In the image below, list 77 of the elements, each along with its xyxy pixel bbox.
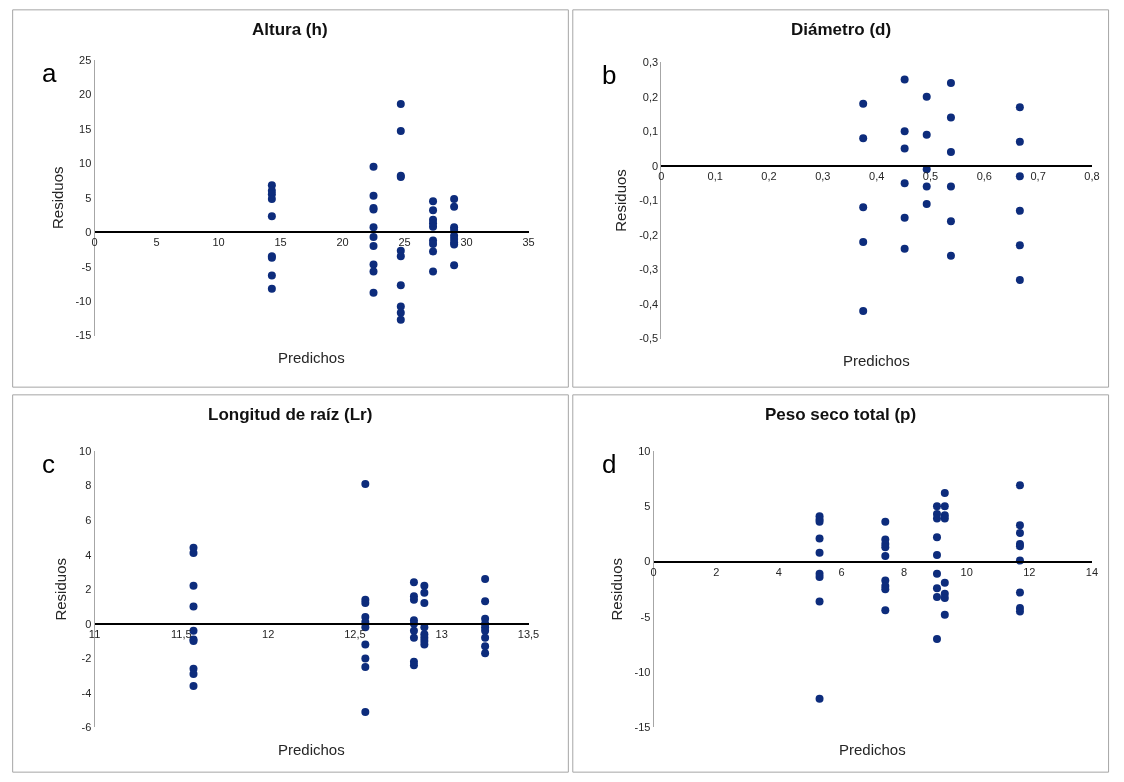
y-tick-label: -10 (634, 666, 651, 679)
x-axis-title: Predichos (843, 352, 910, 369)
y-tick-label: -2 (81, 652, 92, 665)
y-tick-label: 0,2 (642, 90, 659, 103)
y-tick-label: -6 (81, 721, 92, 734)
x-tick-label: 0,1 (707, 170, 723, 183)
y-tick-label: 0 (644, 555, 651, 568)
text: b (602, 60, 617, 90)
y-tick-label: -4 (81, 686, 92, 699)
y-axis-title: Residuos (48, 166, 66, 229)
y-tick-label: 10 (79, 157, 92, 170)
x-tick-label: 4 (775, 565, 782, 578)
y-tick-label: 0,3 (642, 56, 659, 69)
y-tick-label: 8 (85, 479, 92, 492)
text: d (602, 449, 617, 479)
x-tick-label: 35 (522, 236, 535, 249)
y-tick-label: 4 (85, 548, 92, 561)
chart-title: Peso seco total (p) (765, 405, 917, 424)
x-tick-label: 0,2 (761, 170, 777, 183)
y-axis-title: Residuos (52, 558, 70, 621)
y-tick-label: 0 (85, 226, 92, 239)
x-tick-label: 14 (1085, 565, 1099, 578)
y-tick-label: 0 (652, 159, 659, 172)
x-tick-label: 25 (398, 236, 411, 249)
x-tick-label: 2 (713, 565, 720, 578)
x-tick-label: 10 (960, 565, 973, 578)
x-tick-label: 11 (88, 628, 101, 641)
x-tick-label: 15 (274, 236, 287, 249)
x-tick-label: 30 (460, 236, 473, 249)
y-axis-title: Residuos (612, 169, 630, 232)
y-tick-label: 25 (79, 53, 92, 66)
text: c (42, 449, 55, 479)
text: a (42, 58, 57, 88)
x-tick-label: 0,3 (815, 170, 831, 183)
y-tick-label: -0,1 (639, 194, 659, 207)
y-tick-label: -15 (634, 721, 651, 734)
y-tick-label: 6 (85, 514, 92, 527)
y-tick-label: -0,5 (639, 332, 659, 345)
y-tick-label: 5 (85, 191, 92, 204)
y-tick-label: 5 (644, 500, 651, 513)
y-tick-label: 0,1 (642, 125, 659, 138)
x-tick-label: 20 (336, 236, 349, 249)
x-tick-label: 12,5 (344, 628, 366, 641)
y-tick-label: -0,3 (639, 263, 659, 276)
x-axis-title: Predichos (278, 349, 345, 366)
y-tick-label: 10 (638, 444, 651, 457)
y-tick-label: 15 (79, 122, 92, 135)
x-tick-label: 0,7 (1030, 170, 1046, 183)
x-tick-label: 10 (212, 236, 225, 249)
chart-title: Diámetro (d) (791, 20, 892, 39)
x-tick-label: 0,8 (1084, 170, 1100, 183)
x-axis-title: Predichos (278, 741, 345, 758)
y-tick-label: -5 (81, 260, 92, 273)
x-tick-label: 0,6 (976, 170, 992, 183)
x-tick-label: 0,5 (922, 170, 939, 183)
y-tick-label: 10 (79, 444, 92, 457)
x-tick-label: 12 (1023, 565, 1036, 578)
y-tick-label: 2 (85, 583, 92, 596)
x-tick-label: 8 (901, 565, 908, 578)
y-axis-title: Residuos (607, 558, 625, 621)
y-tick-label: -5 (640, 610, 651, 623)
x-tick-label: 0,4 (869, 170, 885, 183)
x-axis-title: Predichos (839, 741, 906, 758)
y-tick-label: -0,2 (639, 228, 659, 241)
y-tick-label: 0 (85, 617, 92, 630)
y-tick-label: -15 (75, 329, 92, 342)
x-tick-label: 5 (153, 236, 160, 249)
x-tick-label: 12 (262, 628, 275, 641)
x-tick-label: 11,5 (171, 628, 192, 641)
y-tick-label: -0,4 (639, 297, 659, 310)
x-tick-label: 13,5 (517, 628, 540, 641)
x-tick-label: 6 (838, 565, 845, 578)
x-tick-label: 13 (435, 628, 448, 641)
chart-title: Longitud de raíz (Lr) (208, 405, 373, 424)
y-tick-label: -10 (75, 294, 92, 307)
y-tick-label: 20 (79, 88, 92, 101)
chart-title: Altura (h) (252, 20, 328, 39)
